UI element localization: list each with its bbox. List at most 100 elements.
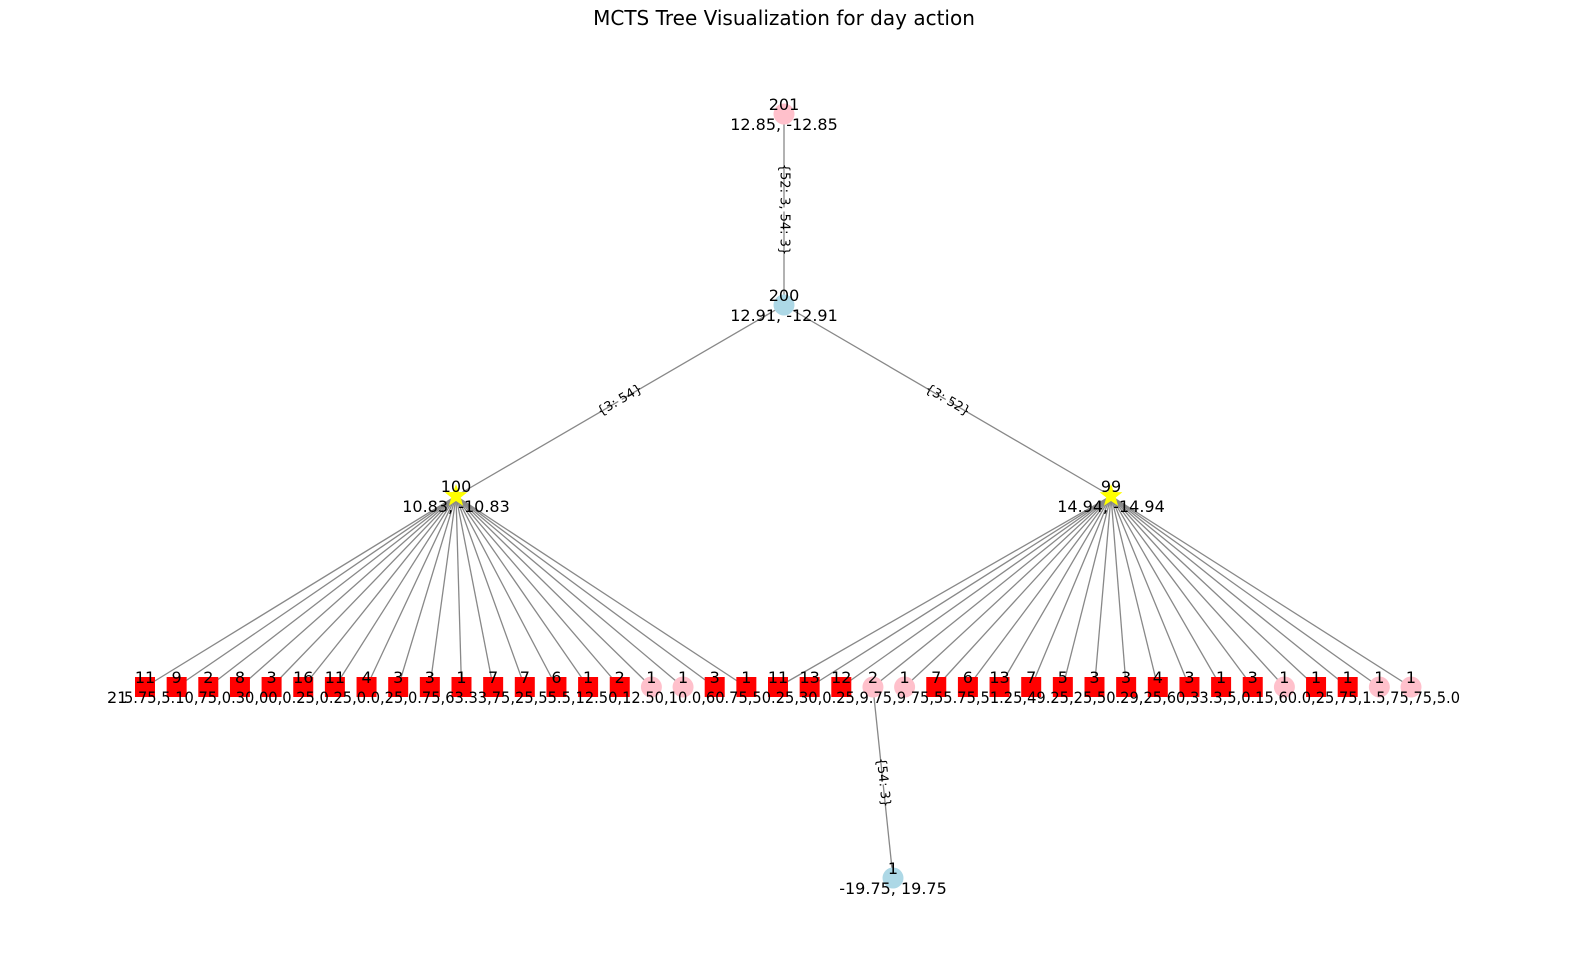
leaf-node-1: [166, 677, 187, 697]
leaf-node-35-visits-label: 3: [1248, 668, 1258, 687]
leaf-node-17: [672, 676, 694, 698]
edge-label-level1-right: {3: 52}: [922, 381, 973, 419]
leaf-node-28-visits-label: 7: [1026, 668, 1036, 687]
leaf-node-27-visits-label: 13: [989, 668, 1009, 687]
edge-leaf-5: [302, 495, 457, 688]
leaf-node-23-visits-label: 2: [868, 668, 878, 687]
leaf-node-4-visits-label: 3: [267, 668, 277, 687]
edge-label-leaf-bottom: {54: 3}: [873, 757, 893, 808]
leaf-node-17-visits-label: 1: [678, 668, 688, 687]
leaf-node-34-visits-label: 1: [1216, 668, 1226, 687]
leaf-node-31: [1116, 677, 1137, 697]
leaf-node-20: [768, 677, 788, 697]
leaf-node-32: [1147, 677, 1168, 697]
edge-leaf-37: [1110, 495, 1317, 688]
edge-leaf-23: [872, 495, 1112, 688]
edge-leaf-33: [1110, 495, 1191, 688]
leaf-node-29-visits-label: 5: [1058, 668, 1068, 687]
leaf-node-13-visits-label: 6: [551, 668, 561, 687]
edge-leaf-39: [1110, 495, 1380, 688]
node-root-visits-label: 201: [769, 95, 800, 114]
edge-leaf-6: [334, 495, 457, 688]
edge-label-level1-left-group: {3: 54}: [595, 381, 646, 419]
edge-leaf-11: [455, 495, 494, 688]
leaf-node-32-visits-label: 4: [1153, 668, 1163, 687]
leaf-node-10: [451, 677, 472, 697]
edge-leaf-15: [455, 495, 621, 688]
edge-leaf-35: [1110, 495, 1254, 688]
leaf-node-33-visits-label: 3: [1184, 668, 1194, 687]
leaf-node-16: [640, 676, 662, 698]
leaf-node-40-visits-label: 1: [1406, 668, 1416, 687]
edge-label-root-level1-group: {52: 3, 54: 3}: [777, 164, 792, 255]
leaf-node-7: [356, 677, 377, 697]
edge-leaf-24: [904, 495, 1112, 688]
leaf-node-23: [862, 676, 884, 698]
leaf-node-36-visits-label: 1: [1279, 668, 1289, 687]
edge-leaf-26: [967, 495, 1112, 688]
leaf-node-0-visits-label: 11: [135, 668, 155, 687]
edge-leaf-16: [455, 495, 652, 688]
node-right-value-label: 14.94, -14.94: [1057, 497, 1165, 516]
edge-label-root-level1: {52: 3, 54: 3}: [777, 164, 792, 255]
leaf-node-22-visits-label: 12: [831, 668, 851, 687]
nodes-layer: [135, 103, 1422, 889]
node-root-value-label: 12.85, -12.85: [730, 115, 838, 134]
leaf-node-8-visits-label: 3: [393, 668, 403, 687]
edge-leaf-32: [1110, 495, 1159, 688]
leaf-node-13: [546, 677, 567, 697]
edge-leaf-14: [455, 495, 589, 688]
node-level1-value-label: 12.91, -12.91: [730, 306, 838, 325]
edge-leaf-3: [239, 495, 457, 688]
leaf-node-36: [1273, 676, 1295, 698]
leaf-node-24: [894, 676, 916, 698]
leaf-node-7-visits-label: 4: [361, 668, 371, 687]
leaf-node-12-visits-label: 7: [520, 668, 530, 687]
edge-leaf-4: [271, 495, 457, 688]
edge-leaf-13: [455, 495, 558, 688]
edge-leaf-28: [1030, 495, 1112, 688]
leaf-node-9: [419, 677, 440, 697]
edge-label-level1-left-background: [617, 398, 623, 403]
leaf-node-33: [1179, 677, 1200, 697]
node-level1-visits-label: 200: [769, 286, 800, 305]
leaf-node-39: [1368, 676, 1390, 698]
edge-leaf-34: [1110, 495, 1222, 688]
edge-leaf-22: [840, 495, 1112, 688]
edge-label-root-level1-background: [783, 207, 785, 212]
leaf-node-25-visits-label: 7: [931, 668, 941, 687]
leaf-node-10-visits-label: 1: [456, 668, 466, 687]
edge-leaf-40: [1110, 495, 1412, 688]
leaf-node-21: [799, 677, 820, 697]
leaf-node-21-visits-label: 13: [799, 668, 819, 687]
leaf-node-37-visits-label: 1: [1311, 668, 1321, 687]
edge-label-level1-right-background: [945, 398, 950, 403]
leaf-node-30-visits-label: 3: [1089, 668, 1099, 687]
leaf-node-22: [831, 677, 852, 697]
leaf-node-14: [578, 677, 599, 697]
edge-label-leaf-bottom-group: {54: 3}: [873, 757, 893, 808]
edge-leaf-1: [176, 495, 457, 688]
leaf-node-2: [198, 677, 219, 697]
edge-label-level1-right-group: {3: 52}: [922, 381, 973, 419]
leaf-node-37: [1306, 677, 1327, 697]
leaf-node-19-visits-label: 1: [741, 668, 751, 687]
edge-leaf-27: [998, 495, 1112, 688]
leaf-node-9-visits-label: 3: [425, 668, 435, 687]
edge-leaf-12: [455, 495, 526, 688]
leaf-node-38-visits-label: 1: [1343, 668, 1353, 687]
node-right-visits-label: 99: [1101, 477, 1121, 496]
diagram-title: MCTS Tree Visualization for day action: [593, 6, 975, 30]
edge-leaf-36: [1110, 495, 1285, 688]
leaf-value-first-label: 21: [107, 688, 127, 707]
leaf-node-29: [1052, 677, 1073, 697]
leaf-value-overlap-label: 5.75,5.10,75,0.30,00,0.25,0.25,0.0,25,0.…: [124, 688, 1460, 707]
leaf-node-19: [736, 677, 757, 697]
edge-leaf-7: [365, 495, 457, 688]
leaf-node-15: [609, 677, 630, 697]
node-bottom-value-label: -19.75, 19.75: [839, 879, 947, 898]
leaf-node-26-visits-label: 6: [963, 668, 973, 687]
edge-leaf-17: [455, 495, 684, 688]
